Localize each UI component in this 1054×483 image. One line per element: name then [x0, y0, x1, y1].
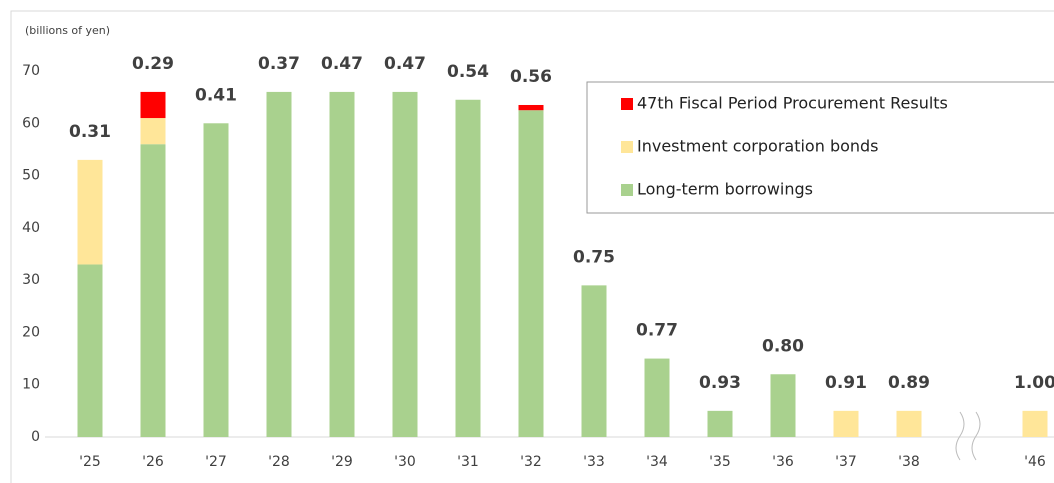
x-tick-label: '35 — [709, 454, 731, 470]
y-tick-label: 10 — [22, 377, 40, 393]
x-tick-label: '27 — [205, 454, 227, 470]
bar-label: 0.91 — [825, 373, 867, 393]
bar-segment — [140, 118, 166, 145]
x-tick-label: '31 — [457, 454, 479, 470]
bar-label: 0.31 — [69, 122, 111, 142]
bar-segment — [140, 144, 166, 437]
bar-label: 0.75 — [573, 247, 615, 267]
bar-segment — [770, 374, 796, 437]
y-tick-label: 40 — [22, 220, 40, 236]
x-tick-label: '46 — [1024, 454, 1046, 470]
x-tick-label: '33 — [583, 454, 605, 470]
legend-swatch — [621, 184, 633, 196]
bar-label: 0.54 — [447, 62, 489, 82]
legend-label: 47th Fiscal Period Procurement Results — [637, 94, 948, 113]
bar-label: 1.00 — [1014, 373, 1054, 393]
bar-segment — [77, 264, 103, 437]
y-tick-label: 60 — [22, 115, 40, 131]
x-tick-label: '25 — [79, 454, 101, 470]
legend-label: Long-term borrowings — [637, 180, 813, 199]
bar-segment — [581, 285, 607, 437]
bar-segment — [455, 99, 481, 437]
x-tick-label: '29 — [331, 454, 353, 470]
bar-segment — [1022, 410, 1048, 437]
bar-segment — [77, 159, 103, 265]
bar-segment — [203, 123, 229, 438]
bar-label: 0.93 — [699, 373, 741, 393]
y-tick-label: 20 — [22, 324, 40, 340]
bar-segment — [329, 91, 355, 438]
legend-swatch — [621, 141, 633, 153]
bar-label: 0.56 — [510, 67, 552, 87]
bar-segment — [707, 410, 733, 437]
bar-label: 0.77 — [636, 321, 678, 341]
y-axis-label: (billions of yen) — [25, 24, 110, 37]
axis-break — [971, 411, 981, 461]
bar-segment — [896, 410, 922, 437]
bar-label: 0.47 — [321, 54, 363, 74]
bar-label: 0.37 — [258, 54, 300, 74]
x-tick-label: '28 — [268, 454, 290, 470]
bar-segment — [140, 91, 166, 119]
x-tick-label: '32 — [520, 454, 542, 470]
bar-segment — [833, 410, 859, 437]
legend-swatch — [621, 98, 633, 110]
bar-label: 0.89 — [888, 373, 930, 393]
bar-segment — [644, 358, 670, 437]
x-tick-label: '38 — [898, 454, 920, 470]
y-tick-label: 70 — [22, 63, 40, 79]
x-tick-label: '26 — [142, 454, 164, 470]
bar-segment — [518, 110, 544, 437]
bar-label: 0.80 — [762, 336, 804, 356]
axis-break — [955, 411, 965, 461]
frame — [10, 10, 1054, 483]
bar-segment — [392, 91, 418, 438]
legend-box — [586, 81, 1054, 214]
x-tick-label: '37 — [835, 454, 857, 470]
bar-segment — [518, 104, 544, 111]
y-tick-label: 30 — [22, 272, 40, 288]
bar-segment — [266, 91, 292, 438]
x-tick-label: '36 — [772, 454, 794, 470]
bar-label: 0.47 — [384, 54, 426, 74]
bar-label: 0.29 — [132, 54, 174, 74]
y-tick-label: 50 — [22, 168, 40, 184]
x-tick-label: '34 — [646, 454, 668, 470]
y-tick-label: 0 — [31, 429, 40, 445]
bar-label: 0.41 — [195, 85, 237, 105]
x-tick-label: '30 — [394, 454, 416, 470]
legend-label: Investment corporation bonds — [637, 137, 879, 156]
